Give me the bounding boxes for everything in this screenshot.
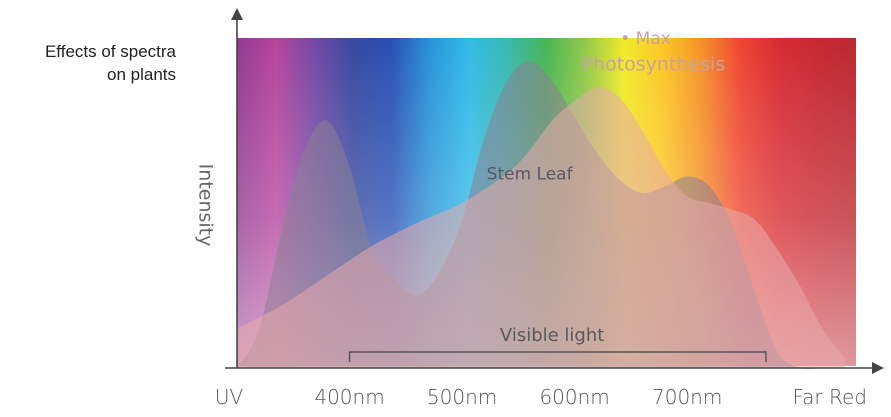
axes (225, 8, 884, 374)
x-tick-label: 500nm (427, 385, 497, 409)
annotation-photosynthesis: Photosynthesis (582, 53, 726, 75)
x-tick-label: 600nm (539, 385, 609, 409)
x-tick-label: Far Red (792, 385, 867, 409)
x-tick-label: 400nm (314, 385, 384, 409)
chart-title: Effects of spectra on plants (0, 40, 176, 86)
x-tick-label: 700nm (652, 385, 722, 409)
annotation-layer: Stem Leaf • Max Photosynthesis Visible ligh… (487, 29, 726, 346)
chart-title-line-2: on plants (107, 65, 176, 84)
x-axis-arrow (872, 362, 884, 374)
series-layer (237, 61, 845, 370)
y-axis-arrow (231, 8, 243, 20)
annotation-stem-leaf: Stem Leaf (487, 164, 574, 184)
x-tick-labels: UV 400nm 500nm 600nm 700nm Far Red (215, 385, 867, 409)
x-tick-label: UV (215, 385, 244, 409)
chart-title-line-1: Effects of spectra (44, 42, 176, 61)
annotation-visible-light: Visible light (500, 325, 604, 346)
y-axis-label: Intensity (195, 164, 217, 247)
annotation-max: • Max (620, 29, 671, 49)
series-area-max-photosynthesis (237, 87, 845, 368)
visible-light-bracket (348, 351, 767, 362)
